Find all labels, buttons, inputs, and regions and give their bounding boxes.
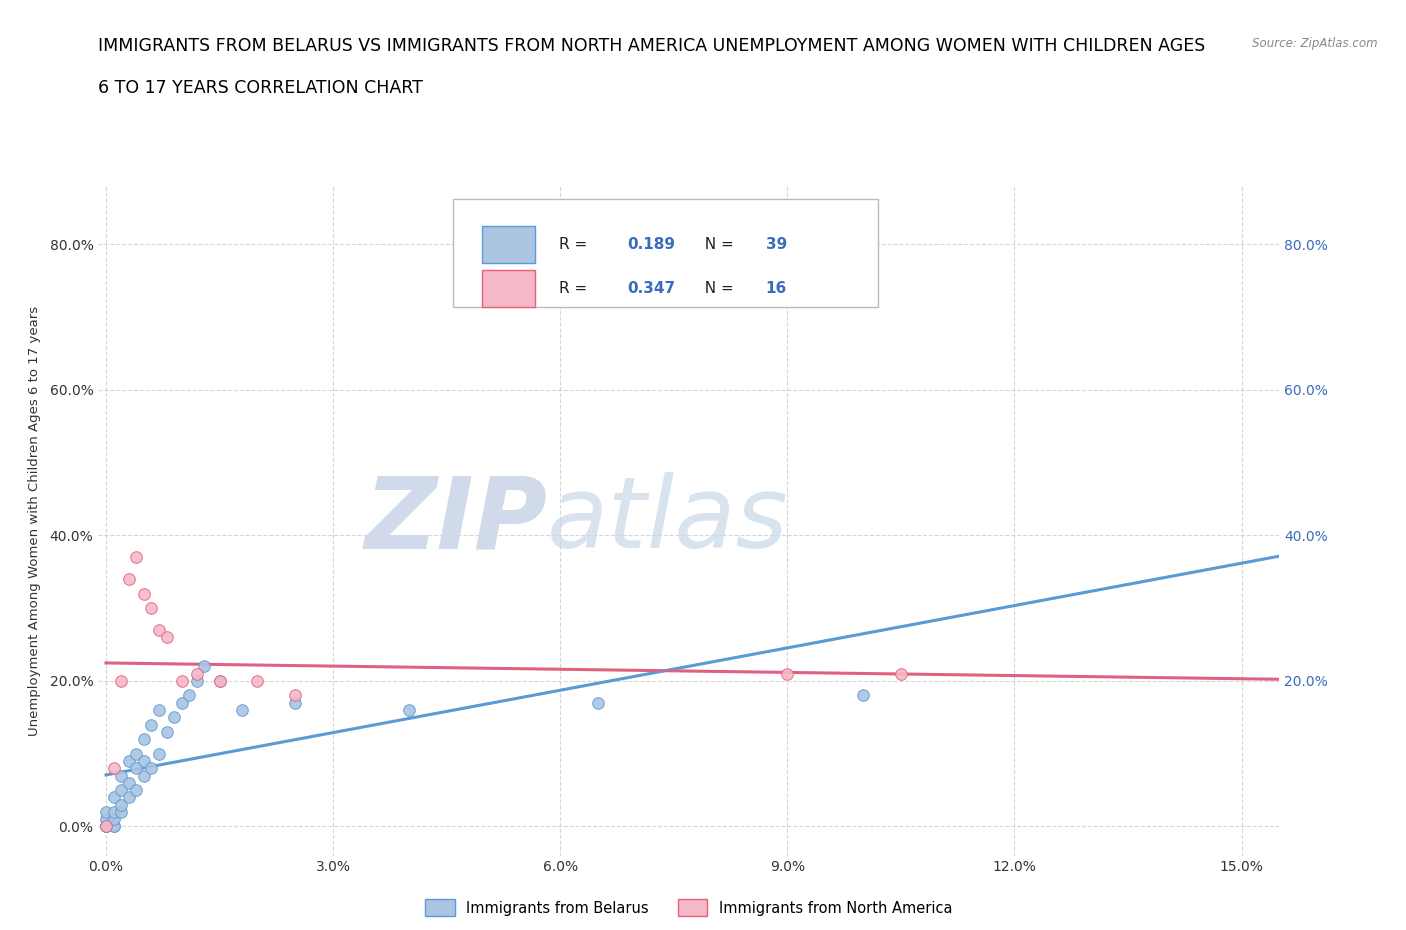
Text: ZIP: ZIP [364, 472, 547, 569]
Point [103, 812, 125, 827]
Point [155, 724, 177, 739]
Point [208, 673, 231, 688]
Text: 16: 16 [766, 281, 787, 296]
FancyBboxPatch shape [482, 270, 536, 307]
Point [246, 673, 269, 688]
Point [170, 673, 193, 688]
Point [110, 804, 132, 819]
Text: 39: 39 [766, 237, 787, 252]
Point [125, 783, 148, 798]
Legend: Immigrants from Belarus, Immigrants from North America: Immigrants from Belarus, Immigrants from… [419, 894, 959, 922]
FancyBboxPatch shape [453, 199, 877, 307]
Text: 0.189: 0.189 [627, 237, 675, 252]
Point [125, 550, 148, 565]
Text: R =: R = [560, 237, 592, 252]
Point [170, 696, 193, 711]
Point [284, 688, 307, 703]
FancyBboxPatch shape [482, 226, 536, 263]
Point [94, 819, 117, 834]
Point [148, 622, 170, 637]
Point [141, 601, 163, 616]
Point [132, 586, 155, 601]
Text: atlas: atlas [547, 472, 789, 569]
Point [141, 717, 163, 732]
Point [231, 702, 253, 717]
Point [110, 673, 132, 688]
Point [186, 673, 208, 688]
Point [132, 732, 155, 747]
Point [125, 746, 148, 761]
Point [94, 819, 117, 834]
Point [284, 696, 307, 711]
Point [132, 768, 155, 783]
Text: 6 TO 17 YEARS CORRELATION CHART: 6 TO 17 YEARS CORRELATION CHART [98, 79, 423, 97]
Point [103, 804, 125, 819]
Point [125, 761, 148, 776]
Point [94, 804, 117, 819]
Text: R =: R = [560, 281, 592, 296]
Text: 0.347: 0.347 [627, 281, 676, 296]
Point [94, 812, 117, 827]
Point [110, 768, 132, 783]
Point [398, 702, 420, 717]
Point [193, 659, 215, 674]
Point [118, 790, 141, 804]
Point [586, 696, 609, 711]
Point [148, 702, 170, 717]
Point [110, 797, 132, 812]
Y-axis label: Unemployment Among Women with Children Ages 6 to 17 years: Unemployment Among Women with Children A… [28, 306, 41, 736]
Point [103, 819, 125, 834]
Point [776, 666, 799, 681]
Point [110, 783, 132, 798]
Point [208, 673, 231, 688]
Point [94, 819, 117, 834]
Point [148, 746, 170, 761]
Point [103, 819, 125, 834]
Point [163, 710, 186, 724]
Point [118, 572, 141, 587]
Point [118, 776, 141, 790]
Point [103, 790, 125, 804]
Point [132, 753, 155, 768]
Text: N =: N = [695, 281, 738, 296]
Point [186, 666, 208, 681]
Point [852, 688, 875, 703]
Point [890, 666, 912, 681]
Point [118, 753, 141, 768]
Point [103, 761, 125, 776]
Point [94, 819, 117, 834]
Text: Source: ZipAtlas.com: Source: ZipAtlas.com [1253, 37, 1378, 50]
Text: IMMIGRANTS FROM BELARUS VS IMMIGRANTS FROM NORTH AMERICA UNEMPLOYMENT AMONG WOME: IMMIGRANTS FROM BELARUS VS IMMIGRANTS FR… [98, 37, 1206, 55]
Point [141, 761, 163, 776]
Text: N =: N = [695, 237, 738, 252]
Point [179, 688, 201, 703]
Point [155, 630, 177, 644]
